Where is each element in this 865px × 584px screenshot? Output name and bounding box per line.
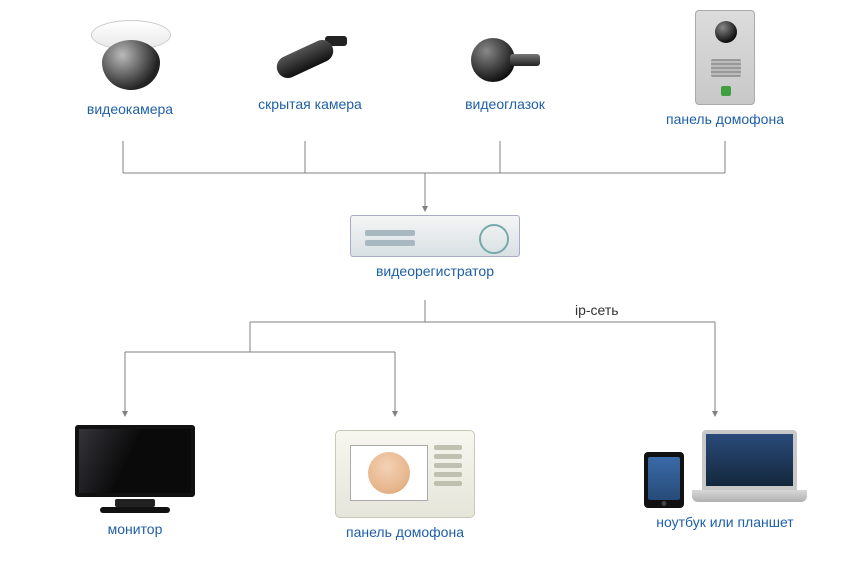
label-laptop-tablet: ноутбук или планшет	[625, 514, 825, 530]
node-laptop-tablet: ноутбук или планшет	[625, 430, 825, 530]
label-door-panel-top: панель домофона	[660, 111, 790, 127]
label-camera: видеокамера	[60, 101, 200, 117]
label-dvr: видеорегистратор	[335, 263, 535, 279]
label-ip-network: ip-сеть	[575, 302, 619, 318]
node-monitor: монитор	[55, 425, 215, 537]
peephole-icon	[440, 30, 570, 90]
node-door-panel-bottom: панель домофона	[305, 430, 505, 540]
intercom-display-icon	[305, 430, 505, 518]
label-door-panel-bottom: панель домофона	[305, 524, 505, 540]
node-camera: видеокамера	[60, 20, 200, 117]
bullet-camera-icon	[240, 30, 380, 90]
monitor-icon	[55, 425, 215, 515]
node-peephole: видеоглазок	[440, 30, 570, 112]
node-dvr: видеорегистратор	[335, 215, 535, 279]
label-peephole: видеоглазок	[440, 96, 570, 112]
node-hidden-camera: скрытая камера	[240, 30, 380, 112]
label-hidden-camera: скрытая камера	[240, 96, 380, 112]
door-panel-icon	[660, 10, 790, 105]
dvr-icon	[335, 215, 535, 257]
node-door-panel-top: панель домофона	[660, 10, 790, 127]
dome-camera-icon	[60, 20, 200, 95]
laptop-tablet-icon	[625, 430, 825, 508]
label-monitor: монитор	[55, 521, 215, 537]
